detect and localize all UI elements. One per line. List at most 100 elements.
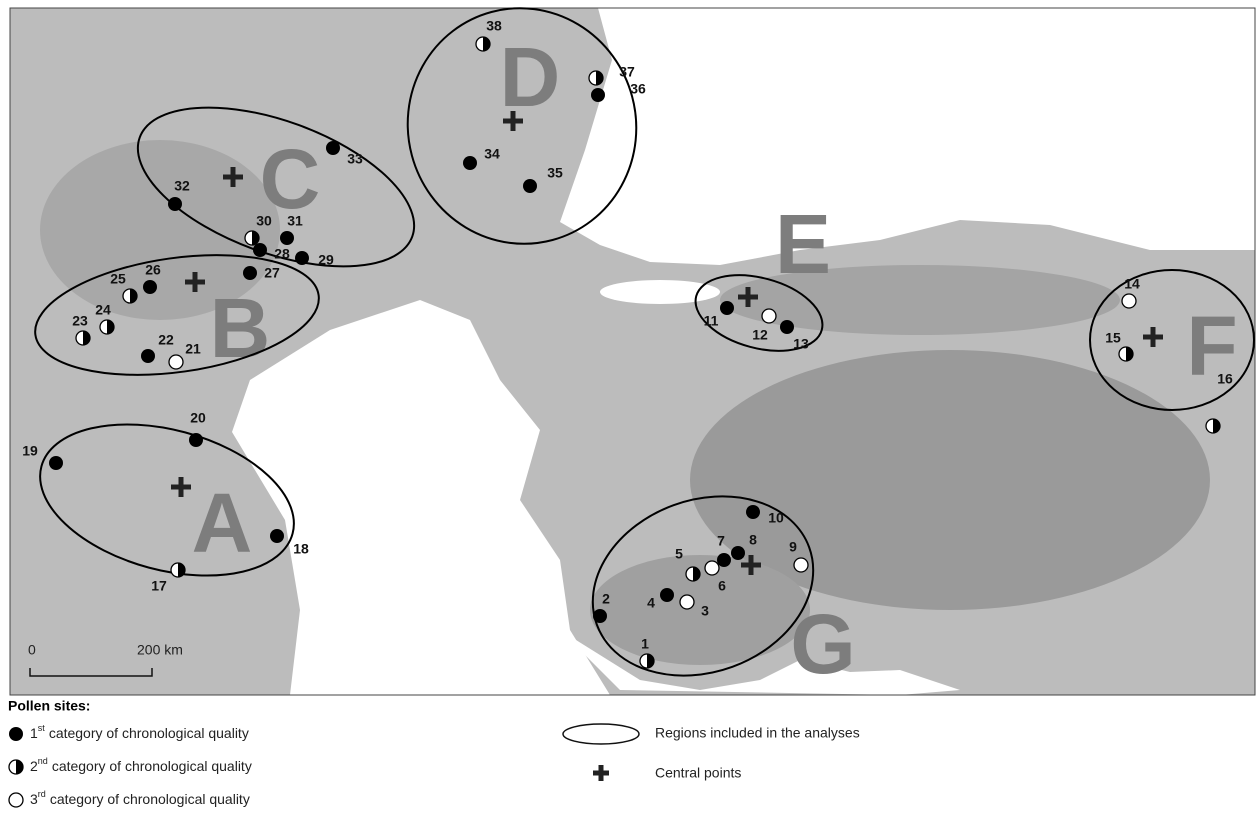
site-marker [171, 563, 185, 577]
site-label: 10 [768, 510, 784, 526]
legend-regions: Regions included in the analyses [655, 725, 860, 741]
ordinal-suffix: st [38, 723, 46, 733]
region-letter: A [192, 476, 253, 570]
site-marker [141, 349, 155, 363]
category-text: category of chronological quality [49, 725, 249, 741]
site-label: 9 [789, 539, 797, 555]
site-label: 17 [151, 578, 167, 594]
site-label: 1 [641, 636, 649, 652]
marker-fill [593, 609, 607, 623]
site-label: 11 [704, 313, 719, 329]
site-marker [780, 320, 794, 334]
region-letter: D [500, 30, 561, 124]
site-label: 33 [347, 151, 363, 167]
site-marker [9, 760, 23, 774]
marker-fill [143, 280, 157, 294]
site-marker [720, 301, 734, 315]
marker-half [16, 760, 23, 774]
site-label: 22 [158, 332, 174, 348]
site-marker [794, 558, 808, 572]
site-marker [591, 88, 605, 102]
site-label: 7 [717, 533, 725, 549]
region-letter: B [210, 281, 271, 375]
site-marker [705, 561, 719, 575]
site-label: 37 [619, 64, 635, 80]
site-marker [326, 141, 340, 155]
marker-fill [1122, 294, 1136, 308]
site-marker [762, 309, 776, 323]
marker-fill [731, 546, 745, 560]
ordinal-number: 3 [30, 791, 38, 807]
sea-of-marmara [600, 280, 720, 304]
scale-start: 0 [28, 642, 36, 658]
site-label: 38 [486, 18, 502, 34]
site-label: 20 [190, 410, 206, 426]
site-marker [243, 266, 257, 280]
marker-fill [189, 433, 203, 447]
site-label: 8 [749, 532, 757, 548]
site-marker [589, 71, 603, 85]
site-label: 6 [718, 578, 726, 594]
site-label: 5 [675, 546, 683, 562]
map-figure: ABCDEFG 12345678910111213141516171819202… [0, 0, 1260, 809]
marker-fill [591, 88, 605, 102]
marker-fill [463, 156, 477, 170]
site-label: 12 [752, 327, 768, 343]
legend: Pollen sites: Regions included in the an… [8, 698, 860, 807]
site-marker [746, 505, 760, 519]
site-marker [731, 546, 745, 560]
site-marker [245, 231, 259, 245]
site-marker [9, 727, 23, 741]
marker-fill [168, 197, 182, 211]
ordinal-suffix: nd [38, 756, 48, 766]
site-marker [123, 289, 137, 303]
ordinal-suffix: rd [38, 789, 46, 799]
site-label: 36 [630, 81, 646, 97]
site-marker [295, 251, 309, 265]
marker-fill [794, 558, 808, 572]
site-label: 25 [110, 271, 126, 287]
marker-fill [762, 309, 776, 323]
site-label: 14 [1124, 276, 1140, 292]
site-marker [49, 456, 63, 470]
site-marker [9, 793, 23, 807]
marker-fill [717, 553, 731, 567]
marker-fill [295, 251, 309, 265]
legend-item: 3rdcategory of chronological quality [9, 789, 250, 807]
site-label: 4 [647, 595, 655, 611]
marker-fill [253, 243, 267, 257]
site-marker [280, 231, 294, 245]
site-marker [717, 553, 731, 567]
site-label: 3 [701, 603, 709, 619]
marker-fill [523, 179, 537, 193]
site-marker [476, 37, 490, 51]
site-marker [640, 654, 654, 668]
site-marker [1119, 347, 1133, 361]
site-label: 16 [1217, 371, 1233, 387]
site-label: 23 [72, 313, 88, 329]
region-letter: E [775, 197, 831, 291]
site-marker [76, 331, 90, 345]
site-marker [169, 355, 183, 369]
scale-end: 200 km [137, 642, 183, 658]
site-label: 2 [602, 591, 610, 607]
black-sea [560, 8, 1255, 265]
marker-fill [660, 588, 674, 602]
site-label: 27 [264, 265, 280, 281]
marker-fill [243, 266, 257, 280]
site-label: 19 [22, 443, 38, 459]
marker-fill [326, 141, 340, 155]
site-marker [660, 588, 674, 602]
site-marker [253, 243, 267, 257]
site-marker [143, 280, 157, 294]
site-marker [680, 595, 694, 609]
marker-fill [49, 456, 63, 470]
legend-category: 2ndcategory of chronological quality [30, 756, 252, 773]
site-marker [100, 320, 114, 334]
site-label: 13 [793, 336, 809, 352]
site-label: 21 [185, 341, 201, 357]
site-label: 15 [1105, 330, 1121, 346]
site-marker [270, 529, 284, 543]
